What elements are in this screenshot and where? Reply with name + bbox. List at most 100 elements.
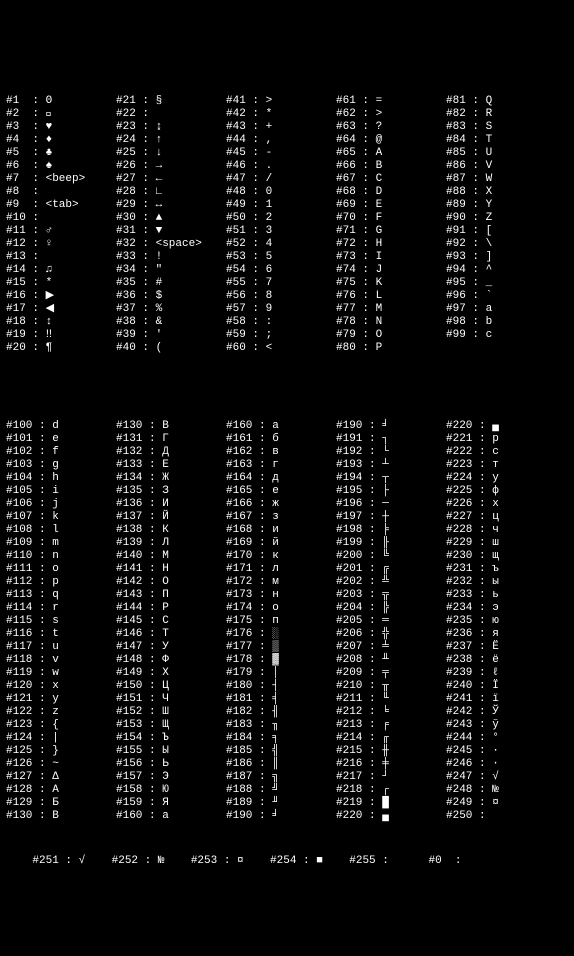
chart2-row: #114 : r#144 : Р#174 : о#204 : ╠#234 : э xyxy=(6,602,568,615)
chart1-cell xyxy=(446,342,556,355)
chart2-cell: #160 : а xyxy=(226,420,336,433)
chart1-row: #20 : ¶#40 : (#60 : <#80 : P xyxy=(6,342,568,355)
chart2-cell: #114 : r xyxy=(6,602,116,615)
chart2-cell: #213 : ╒ xyxy=(336,719,446,732)
chart2-cell: #219 : █ xyxy=(336,797,446,810)
chart1-cell: #24 : ↑ xyxy=(116,134,226,147)
chart2-cell: #210 : ╥ xyxy=(336,680,446,693)
chart2-cell: #156 : Ь xyxy=(116,758,226,771)
chart2-row: #126 : ~#156 : Ь#186 : ║#216 : ╪#246 : · xyxy=(6,758,568,771)
chart2-cell: #103 : g xyxy=(6,459,116,472)
chart1-cell: #93 : ] xyxy=(446,251,556,264)
chart1-cell: #26 : → xyxy=(116,160,226,173)
chart2-row: #122 : z#152 : Ш#182 : ╢#212 : ╘#242 : Ў xyxy=(6,706,568,719)
chart2-cell: #127 : Δ xyxy=(6,771,116,784)
chart2-cell: #154 : Ъ xyxy=(116,732,226,745)
chart2-row: #106 : j#136 : И#166 : ж#196 : ─#226 : х xyxy=(6,498,568,511)
chart2-cell: #181 : ╡ xyxy=(226,693,336,706)
chart1-cell: #91 : [ xyxy=(446,225,556,238)
chart1-row: #8 :#28 : ∟#48 : 0#68 : D#88 : X xyxy=(6,186,568,199)
chart2-cell: #171 : л xyxy=(226,563,336,576)
chart1-row: #1 : Θ#21 : §#41 : >#61 : =#81 : Q xyxy=(6,95,568,108)
chart2-cell: #111 : o xyxy=(6,563,116,576)
chart1-cell: #16 : ▶ xyxy=(6,290,116,303)
chart1-cell: #27 : ← xyxy=(116,173,226,186)
chart2-cell: #138 : К xyxy=(116,524,226,537)
chart1-cell: #57 : 9 xyxy=(226,303,336,316)
footer-row: #251 : √ #252 : № #253 : ¤ #254 : ■ #255… xyxy=(6,849,568,868)
chart1-cell: #22 : xyxy=(116,108,226,121)
chart1-row: #11 : ♂#31 : ▼#51 : 3#71 : G#91 : [ xyxy=(6,225,568,238)
chart2-cell: #102 : f xyxy=(6,446,116,459)
chart2-cell: #250 : xyxy=(446,810,556,823)
chart2-cell: #249 : ¤ xyxy=(446,797,556,810)
chart2-cell: #110 : n xyxy=(6,550,116,563)
chart2-cell: #248 : № xyxy=(446,784,556,797)
chart1-cell: #95 : _ xyxy=(446,277,556,290)
chart1-row: #5 : ♣#25 : ↓#45 : -#65 : A#85 : U xyxy=(6,147,568,160)
chart1-cell: #89 : Y xyxy=(446,199,556,212)
chart2-row: #101 : e#131 : Г#161 : б#191 : ┐#221 : р xyxy=(6,433,568,446)
chart2-cell: #132 : Д xyxy=(116,446,226,459)
chart1-cell: #7 : <beep> xyxy=(6,173,116,186)
chart2-cell: #206 : ╬ xyxy=(336,628,446,641)
chart2-cell: #184 : ╕ xyxy=(226,732,336,745)
section-gap xyxy=(6,381,568,394)
chart2-cell: #200 : ╚ xyxy=(336,550,446,563)
chart1-cell: #78 : N xyxy=(336,316,446,329)
chart2-cell: #176 : ░ xyxy=(226,628,336,641)
chart1-row: #14 : ♫#34 : "#54 : 6#74 : J#94 : ^ xyxy=(6,264,568,277)
chart2-cell: #160 : а xyxy=(116,810,226,823)
chart2-cell: #146 : Т xyxy=(116,628,226,641)
chart2-cell: #243 : ў xyxy=(446,719,556,732)
chart2-cell: #150 : Ц xyxy=(116,680,226,693)
chart2-cell: #155 : Ы xyxy=(116,745,226,758)
chart1-cell: #55 : 7 xyxy=(226,277,336,290)
chart2-cell: #240 : Ї xyxy=(446,680,556,693)
chart2-cell: #117 : u xyxy=(6,641,116,654)
chart2-cell: #209 : ╤ xyxy=(336,667,446,680)
chart2-row: #112 : p#142 : О#172 : м#202 : ╩#232 : ы xyxy=(6,576,568,589)
chart2-cell: #205 : ═ xyxy=(336,615,446,628)
chart1-cell: #50 : 2 xyxy=(226,212,336,225)
chart2-cell: #228 : ч xyxy=(446,524,556,537)
chart1-cell: #75 : K xyxy=(336,277,446,290)
chart1-cell: #59 : ; xyxy=(226,329,336,342)
chart1-cell: #20 : ¶ xyxy=(6,342,116,355)
chart2-cell: #189 : ╜ xyxy=(226,797,336,810)
chart2-cell: #222 : с xyxy=(446,446,556,459)
chart1-cell: #18 : ↕ xyxy=(6,316,116,329)
chart1-cell: #34 : " xyxy=(116,264,226,277)
chart1-cell: #66 : B xyxy=(336,160,446,173)
chart2-cell: #237 : Ё xyxy=(446,641,556,654)
chart1-cell: #13 : xyxy=(6,251,116,264)
chart2-cell: #105 : i xyxy=(6,485,116,498)
chart1-cell: #19 : ‼ xyxy=(6,329,116,342)
chart2-cell: #140 : М xyxy=(116,550,226,563)
chart1-row: #19 : ‼#39 : '#59 : ;#79 : O#99 : c xyxy=(6,329,568,342)
chart1-cell: #65 : A xyxy=(336,147,446,160)
chart1-cell: #83 : S xyxy=(446,121,556,134)
chart1-cell: #48 : 0 xyxy=(226,186,336,199)
chart1-cell: #62 : > xyxy=(336,108,446,121)
chart1-cell: #38 : & xyxy=(116,316,226,329)
chart2-row: #128 : А#158 : Ю#188 : ╝#218 : ┌#248 : № xyxy=(6,784,568,797)
chart2-cell: #212 : ╘ xyxy=(336,706,446,719)
chart2-cell: #215 : ╫ xyxy=(336,745,446,758)
chart2-row: #104 : h#134 : Ж#164 : д#194 : ┬#224 : у xyxy=(6,472,568,485)
chart2-row: #115 : s#145 : С#175 : п#205 : ═#235 : ю xyxy=(6,615,568,628)
chart2-cell: #241 : ї xyxy=(446,693,556,706)
chart2-row: #107 : k#137 : Й#167 : з#197 : ┼#227 : ц xyxy=(6,511,568,524)
chart2-cell: #159 : Я xyxy=(116,797,226,810)
chart2-cell: #157 : Э xyxy=(116,771,226,784)
chart2-cell: #178 : ▓ xyxy=(226,654,336,667)
chart2-row: #102 : f#132 : Д#162 : в#192 : └#222 : с xyxy=(6,446,568,459)
chart1-cell: #69 : E xyxy=(336,199,446,212)
chart2-row: #124 : |#154 : Ъ#184 : ╕#214 : ╓#244 : ° xyxy=(6,732,568,745)
chart2-cell: #153 : Щ xyxy=(116,719,226,732)
chart2-row: #100 : d#130 : В#160 : а#190 : ╛#220 : ▄ xyxy=(6,420,568,433)
chart1-cell: #61 : = xyxy=(336,95,446,108)
chart1-row: #4 : ♦#24 : ↑#44 : ,#64 : @#84 : T xyxy=(6,134,568,147)
chart1-cell: #32 : <space> xyxy=(116,238,226,251)
chart2-cell: #246 : · xyxy=(446,758,556,771)
